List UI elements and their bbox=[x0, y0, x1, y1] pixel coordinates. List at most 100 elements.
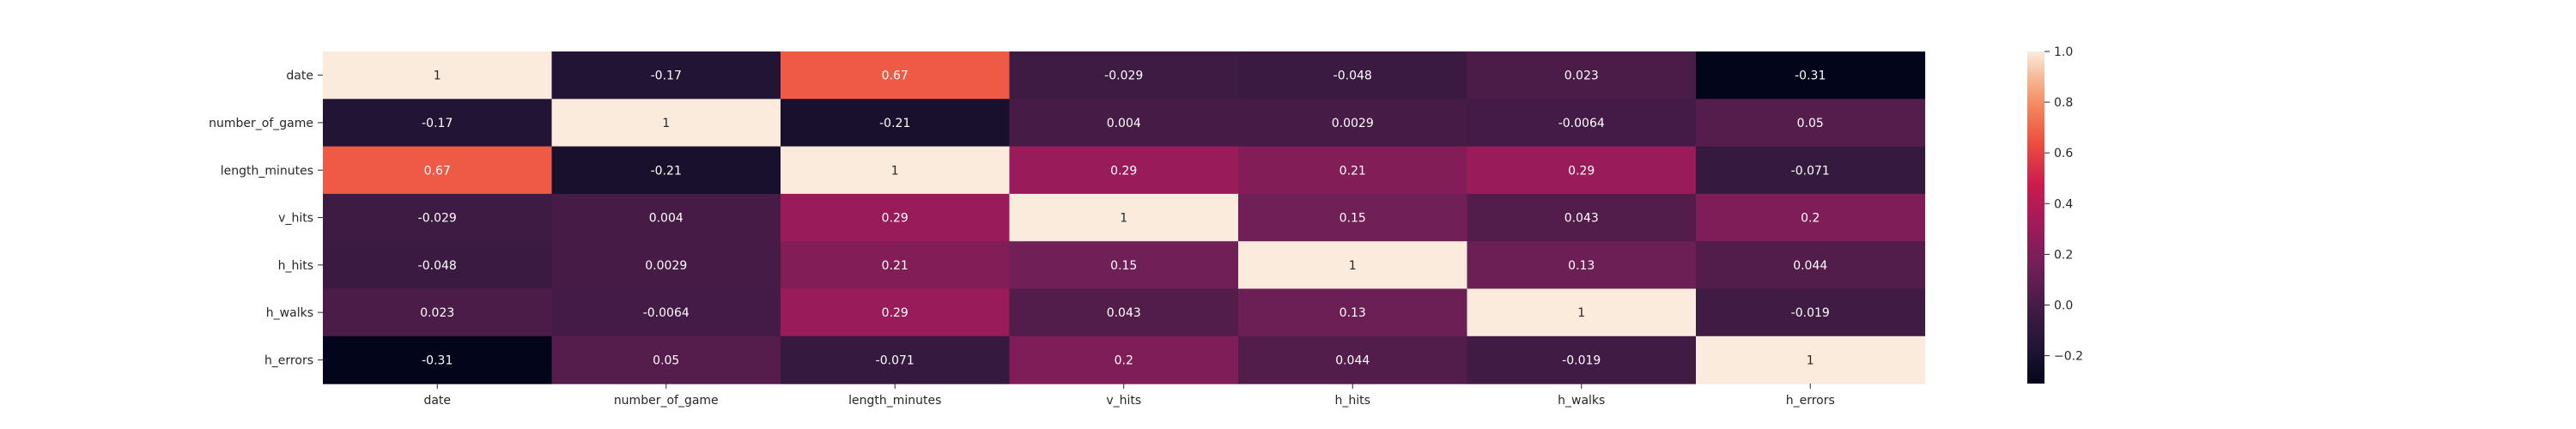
cell-value-label: -0.31 bbox=[1795, 69, 1826, 83]
cell-value-label: 1 bbox=[1807, 353, 1814, 367]
heatmap-cell bbox=[1009, 146, 1239, 195]
y-tick-label: h_errors bbox=[264, 353, 313, 367]
y-tick-labels: date number_of_game length_minutes v_hits h_… bbox=[209, 69, 323, 367]
cell-value-label: -0.0064 bbox=[1558, 117, 1605, 130]
colorbar-ticks: −0.2 0.0 0.2 0.4 0.6 0.8 1.0 bbox=[2044, 45, 2083, 364]
heatmap-cell bbox=[1238, 99, 1468, 148]
heatmap-cell bbox=[1009, 335, 1239, 384]
colorbar-tick-label: 0.2 bbox=[2054, 248, 2073, 262]
heatmap-cell bbox=[781, 146, 1011, 195]
cell-value-label: 0.044 bbox=[1793, 259, 1827, 273]
cell-value-label: 0.0029 bbox=[1332, 117, 1374, 130]
cell-value-label: 0.023 bbox=[420, 306, 454, 320]
heatmap-cell bbox=[323, 241, 553, 290]
cell-value-label: -0.048 bbox=[418, 259, 457, 273]
heatmap-cell bbox=[1467, 288, 1697, 337]
heatmap-cell bbox=[1696, 193, 1926, 242]
heatmap-cell bbox=[781, 99, 1011, 148]
colorbar-tick-label: 1.0 bbox=[2054, 45, 2073, 59]
cell-value-label: -0.17 bbox=[422, 117, 453, 130]
colorbar-tick-label: 0.0 bbox=[2054, 299, 2073, 312]
heatmap-cell bbox=[781, 335, 1011, 384]
heatmap-cell bbox=[1238, 51, 1468, 100]
heatmap-cell bbox=[551, 288, 781, 337]
cell-value-label: 1 bbox=[1349, 259, 1357, 273]
heatmap-cell bbox=[551, 146, 781, 195]
heatmap-cell bbox=[551, 51, 781, 100]
cell-value-label: 1 bbox=[1577, 306, 1585, 320]
heatmap-cell bbox=[1238, 335, 1468, 384]
cell-value-label: 0.023 bbox=[1564, 69, 1599, 83]
heatmap-cell bbox=[1467, 335, 1697, 384]
heatmap-cell bbox=[781, 193, 1011, 242]
heatmap-cell bbox=[551, 193, 781, 242]
heatmap-cell bbox=[1467, 51, 1697, 100]
cell-value-label: 0.21 bbox=[882, 259, 908, 273]
y-tick-label: h_walks bbox=[266, 306, 313, 320]
cell-value-label: -0.019 bbox=[1791, 306, 1830, 320]
heatmap-cell bbox=[1009, 241, 1239, 290]
cell-value-label: 1 bbox=[1120, 212, 1127, 226]
heatmap-cell bbox=[1009, 99, 1239, 148]
heatmap-cell bbox=[1696, 146, 1926, 195]
cell-value-label: 0.15 bbox=[1110, 259, 1137, 273]
x-tick-label: date bbox=[423, 394, 451, 408]
heatmap-cell bbox=[1238, 193, 1468, 242]
cell-value-label: 0.043 bbox=[1564, 212, 1599, 226]
cell-value-label: 0.004 bbox=[649, 212, 683, 226]
heatmap-cell bbox=[1238, 241, 1468, 290]
heatmap-cell bbox=[323, 51, 553, 100]
heatmap-cell bbox=[781, 51, 1011, 100]
cell-value-label: 0.15 bbox=[1340, 212, 1366, 226]
cell-value-label: -0.31 bbox=[422, 353, 453, 367]
cell-value-label: 1 bbox=[891, 164, 899, 178]
y-tick-label: date bbox=[286, 69, 313, 83]
x-tick-label: h_hits bbox=[1335, 394, 1370, 408]
heatmap-cell bbox=[1467, 241, 1697, 290]
heatmap-cell bbox=[323, 146, 553, 195]
colorbar-tick-label: 0.6 bbox=[2054, 147, 2073, 160]
cell-value-label: 0.05 bbox=[1797, 117, 1824, 130]
heatmap-cell bbox=[551, 335, 781, 384]
y-tick-label: number_of_game bbox=[209, 117, 313, 130]
cell-value-label: -0.071 bbox=[1791, 164, 1830, 178]
cell-value-label: 0.29 bbox=[882, 306, 908, 320]
x-tick-label: length_minutes bbox=[848, 394, 941, 408]
cell-value-label: 1 bbox=[662, 117, 670, 130]
heatmap-cell bbox=[781, 288, 1011, 337]
colorbar-gradient bbox=[2027, 51, 2044, 384]
heatmap-cell bbox=[1696, 288, 1926, 337]
cell-value-label: 0.13 bbox=[1340, 306, 1366, 320]
heatmap-cell bbox=[323, 335, 553, 384]
cell-value-label: -0.21 bbox=[879, 117, 910, 130]
cell-value-label: -0.0064 bbox=[643, 306, 690, 320]
heatmap-cell bbox=[1696, 51, 1926, 100]
cell-value-label: 0.29 bbox=[1568, 164, 1595, 178]
cell-value-label: -0.17 bbox=[651, 69, 682, 83]
heatmap-cell bbox=[551, 241, 781, 290]
heatmap-cell bbox=[1467, 193, 1697, 242]
heatmap-cell bbox=[1696, 241, 1926, 290]
heatmap-cell bbox=[1467, 99, 1697, 148]
heatmap-cell bbox=[1467, 146, 1697, 195]
cell-value-label: 0.67 bbox=[882, 69, 908, 83]
heatmap-cells: 1 -0.17 0.67 -0.029 -0.048 0.023 -0.31 -0.17 1 -0… bbox=[323, 51, 1926, 384]
heatmap-cell bbox=[1238, 288, 1468, 337]
cell-value-label: 0.67 bbox=[424, 164, 451, 178]
y-tick-label: length_minutes bbox=[221, 164, 313, 178]
heatmap-cell bbox=[781, 241, 1011, 290]
heatmap-cell bbox=[323, 288, 553, 337]
x-tick-label: v_hits bbox=[1106, 394, 1141, 408]
x-tick-label: h_errors bbox=[1786, 394, 1835, 408]
heatmap-cell bbox=[1009, 193, 1239, 242]
heatmap-cell bbox=[1696, 335, 1926, 384]
cell-value-label: 0.13 bbox=[1568, 259, 1595, 273]
cell-value-label: -0.071 bbox=[876, 353, 914, 367]
y-tick-label: v_hits bbox=[278, 212, 313, 226]
heatmap-cell bbox=[551, 99, 781, 148]
colorbar-tick-label: −0.2 bbox=[2054, 350, 2083, 364]
heatmap-cell bbox=[1009, 51, 1239, 100]
colorbar-tick-label: 0.4 bbox=[2054, 197, 2073, 211]
heatmap-cell bbox=[1696, 99, 1926, 148]
